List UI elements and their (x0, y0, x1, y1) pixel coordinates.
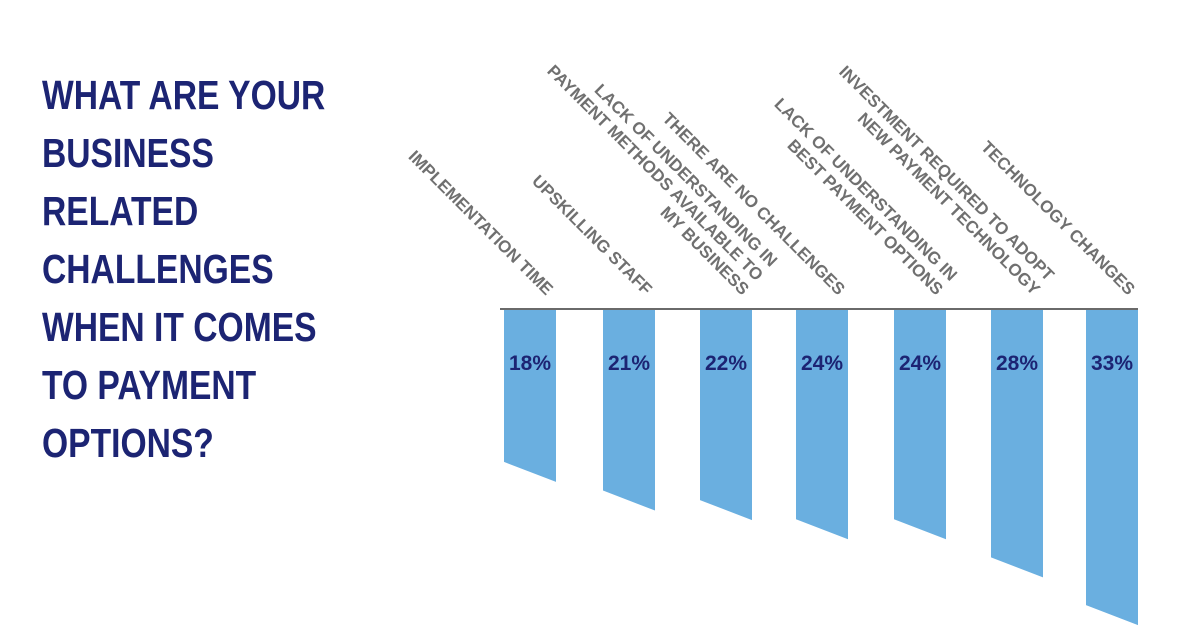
value-label: 22% (705, 352, 747, 375)
bar (1086, 310, 1138, 626)
value-label: 33% (1091, 352, 1133, 375)
value-label: 18% (509, 352, 551, 375)
bar (700, 310, 752, 521)
value-label: 24% (801, 352, 843, 375)
chart-title: WHAT ARE YOUR BUSINESS RELATED CHALLENGE… (42, 72, 326, 466)
bar (991, 310, 1043, 578)
value-label: 28% (996, 352, 1038, 375)
bar (796, 310, 848, 540)
category-label: IMPLEMENTATION TIME (405, 147, 557, 299)
category-label: LACK OF UNDERSTANDING INPAYMENT METHODS … (529, 47, 781, 299)
value-label: 21% (608, 352, 650, 375)
bar (504, 310, 556, 482)
bar (603, 310, 655, 511)
value-label: 24% (899, 352, 941, 375)
bar (894, 310, 946, 540)
